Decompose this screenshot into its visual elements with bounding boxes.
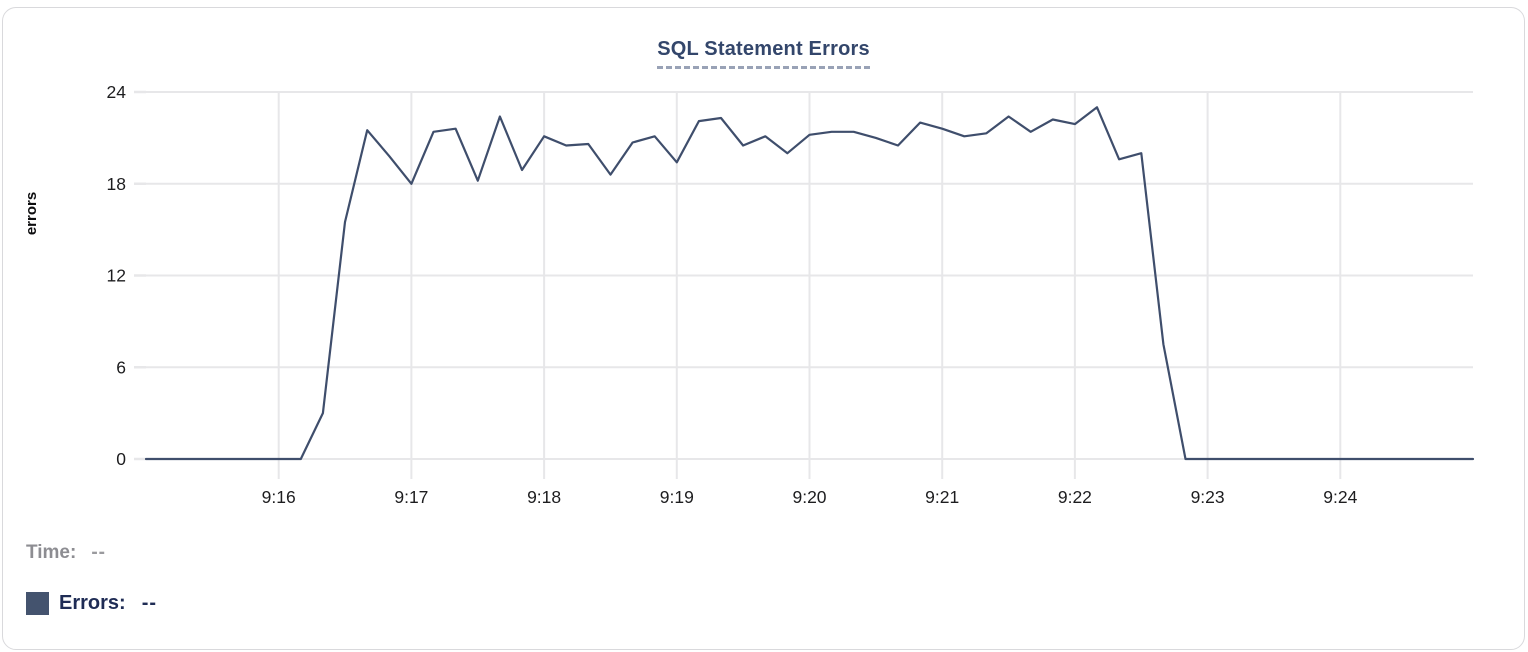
legend-errors-label: Errors: — [59, 592, 126, 614]
y-tick-label: 24 — [107, 82, 127, 102]
chart-title[interactable]: SQL Statement Errors — [657, 38, 870, 69]
tooltip-time-value: -- — [91, 542, 106, 563]
x-tick-label: 9:23 — [1191, 487, 1225, 507]
x-tick-label: 9:19 — [660, 487, 694, 507]
chart-title-wrap: SQL Statement Errors — [3, 38, 1524, 69]
y-tick-label: 0 — [116, 449, 126, 469]
x-tick-label: 9:22 — [1058, 487, 1092, 507]
x-tick-label: 9:17 — [394, 487, 428, 507]
legend-swatch — [26, 592, 49, 615]
chart-area: 0 6 12 18 24 9:16 9:17 9:18 9:19 9:20 9:21 9:22 9:23… — [3, 61, 1525, 511]
x-tick-label: 9:21 — [925, 487, 959, 507]
chart-card: SQL Statement Errors 0 6 12 18 24 9:16 9:17 9:1… — [2, 7, 1525, 650]
y-tick-label: 6 — [116, 357, 126, 377]
legend-errors-value: -- — [141, 592, 158, 614]
x-tick-label: 9:24 — [1323, 487, 1357, 507]
series-line-errors[interactable] — [144, 106, 1475, 461]
y-axis-title: errors — [23, 191, 41, 235]
legend-errors-row[interactable]: Errors: -- — [26, 592, 157, 615]
tooltip-time-label: Time: — [26, 542, 77, 563]
x-tick-label: 9:18 — [527, 487, 561, 507]
chart-canvas[interactable]: 0 6 12 18 24 9:16 9:17 9:18 9:19 9:20 9:21 9:22 9:23… — [3, 61, 1525, 511]
y-tick-label: 18 — [107, 174, 126, 194]
tooltip-time-row: Time: -- — [26, 542, 106, 564]
x-tick-label: 9:20 — [792, 487, 826, 507]
x-tick-label: 9:16 — [262, 487, 296, 507]
y-tick-label: 12 — [107, 266, 126, 286]
